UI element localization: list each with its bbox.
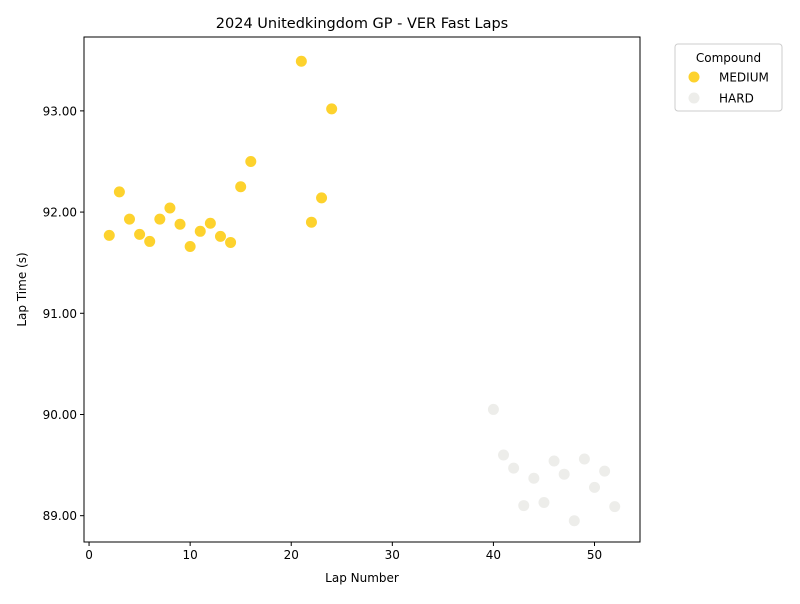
legend-title: Compound [696, 51, 761, 65]
y-axis-label: Lap Time (s) [15, 252, 29, 326]
point-hard-12 [609, 501, 621, 513]
point-medium-11 [214, 230, 226, 242]
chart-title: 2024 Unitedkingdom GP - VER Fast Laps [216, 16, 508, 32]
x-tick-label: 30 [385, 548, 400, 562]
plot-area-frame [83, 36, 641, 543]
x-tick-label: 0 [85, 548, 93, 562]
point-medium-15 [295, 55, 307, 67]
point-medium-14 [245, 155, 257, 167]
legend-label-medium: MEDIUM [719, 71, 769, 85]
point-hard-2 [508, 462, 520, 474]
point-medium-9 [194, 225, 206, 237]
point-hard-11 [599, 465, 611, 477]
x-axis-label: Lap Number [325, 571, 399, 585]
point-medium-10 [204, 217, 216, 229]
x-tick-label: 40 [486, 548, 501, 562]
legend-marker-hard [688, 92, 700, 104]
point-hard-5 [538, 497, 550, 509]
x-tick-label: 20 [284, 548, 299, 562]
point-medium-7 [174, 218, 186, 230]
y-tick-label: 93.00 [43, 104, 77, 118]
point-hard-8 [568, 515, 580, 527]
point-medium-4 [144, 235, 156, 247]
y-tick-label: 89.00 [43, 509, 77, 523]
point-hard-6 [548, 455, 560, 467]
point-hard-1 [498, 449, 510, 461]
x-axis-ticks: 0 10 20 30 40 50 [85, 542, 602, 562]
point-medium-2 [123, 213, 135, 225]
point-hard-7 [558, 468, 570, 480]
point-medium-6 [164, 202, 176, 214]
legend-frame [674, 43, 783, 112]
y-axis-ticks: 89.00 90.00 91.00 92.00 93.00 [43, 104, 84, 523]
legend-label-hard: HARD [719, 92, 754, 106]
point-medium-1 [113, 186, 125, 198]
data-points [103, 55, 621, 527]
point-medium-8 [184, 240, 196, 252]
point-hard-3 [518, 500, 530, 512]
point-hard-0 [487, 403, 499, 415]
legend-entries: MEDIUM HARD [688, 71, 769, 106]
x-tick-label: 10 [183, 548, 198, 562]
legend: Compound MEDIUM HARD [674, 43, 783, 112]
point-medium-13 [235, 181, 247, 193]
x-tick-label: 50 [587, 548, 602, 562]
point-hard-9 [578, 453, 590, 465]
point-medium-5 [154, 213, 166, 225]
y-tick-label: 90.00 [43, 408, 77, 422]
point-medium-0 [103, 229, 115, 241]
point-hard-10 [589, 481, 601, 493]
point-medium-18 [326, 103, 338, 115]
legend-marker-medium [688, 71, 700, 83]
y-tick-label: 91.00 [43, 307, 77, 321]
point-medium-17 [316, 192, 328, 204]
point-medium-3 [134, 228, 146, 240]
point-medium-16 [305, 216, 317, 228]
point-hard-4 [528, 472, 540, 484]
y-tick-label: 92.00 [43, 206, 77, 220]
point-medium-12 [225, 236, 237, 248]
